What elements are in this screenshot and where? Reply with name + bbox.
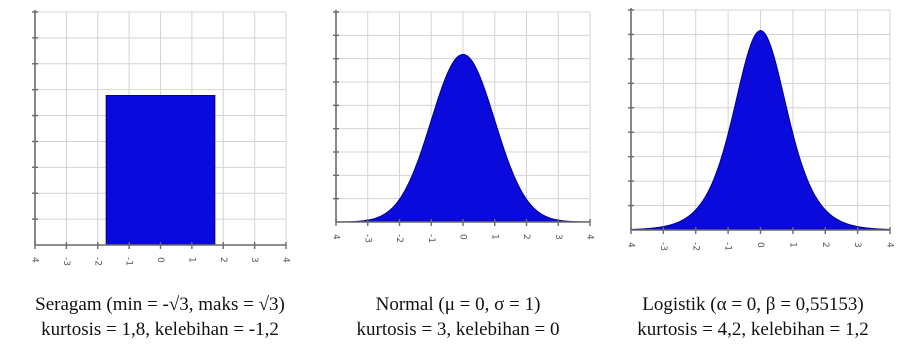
- x-tick-label: 3: [249, 257, 259, 263]
- x-tick-label: 1: [186, 257, 196, 263]
- x-tick-label: 3: [852, 242, 862, 248]
- x-tick-label: -2: [690, 242, 700, 251]
- x-tick-label: -1: [426, 234, 436, 243]
- x-tick-label: 4: [626, 242, 636, 248]
- normal-caption-line1: Normal (μ = 0, σ = 1): [375, 294, 541, 315]
- density-area: [630, 30, 891, 231]
- x-tick-label: 4: [30, 257, 40, 263]
- x-tick-label: 0: [155, 257, 165, 263]
- x-tick-label: -3: [362, 234, 372, 243]
- x-tick-label: 2: [218, 257, 228, 263]
- density-area: [335, 53, 591, 223]
- x-tick-label: -2: [92, 257, 102, 266]
- normal-caption-line2: kurtosis = 3, kelebihan = 0: [356, 319, 560, 340]
- logistic-caption-line2: kurtosis = 4,2, kelebihan = 1,2: [637, 319, 869, 340]
- x-tick-label: -1: [723, 242, 733, 251]
- x-tick-label: 1: [489, 234, 499, 240]
- uniform-chart-panel: 4 -3 -2 -1 0 1 2 3 4 Seragam (min = -√3, maks = …: [0, 0, 320, 350]
- x-tick-label: -2: [394, 234, 404, 243]
- x-tick-label: -3: [61, 257, 71, 266]
- logistic-caption-line1: Logistik (α = 0, β = 0,55153): [642, 294, 864, 315]
- normal-chart-panel: 4 -3 -2 -1 0 1 2 3 4 Normal (μ = 0, σ = 1) kurto…: [308, 0, 608, 350]
- x-tick-label: 2: [820, 242, 830, 248]
- uniform-chart: 4 -3 -2 -1 0 1 2 3 4: [30, 10, 291, 266]
- x-tick-label: 4: [885, 242, 895, 248]
- x-tick-label: 0: [755, 242, 765, 248]
- uniform-caption-line2: kurtosis = 1,8, kelebihan = -1,2: [41, 319, 279, 340]
- logistic-chart-panel: 4 -3 -2 -1 0 1 2 3 4 Logistik (α = 0, β = 0,5515…: [605, 0, 901, 350]
- density-area: [105, 95, 216, 246]
- x-tick-label: 4: [585, 234, 595, 240]
- x-tick-label: 2: [521, 234, 531, 240]
- uniform-caption-line1: Seragam (min = -√3, maks = √3): [35, 294, 285, 315]
- x-tick-label: 0: [458, 234, 468, 240]
- x-tick-label: -1: [124, 257, 134, 266]
- x-tick-label: 1: [787, 242, 797, 248]
- x-tick-label: 4: [331, 234, 341, 240]
- logistic-chart: 4 -3 -2 -1 0 1 2 3 4: [626, 8, 895, 251]
- normal-chart: 4 -3 -2 -1 0 1 2 3 4: [331, 10, 595, 243]
- x-tick-label: -3: [658, 242, 668, 251]
- x-tick-label: 3: [553, 234, 563, 240]
- x-tick-label: 4: [281, 257, 291, 263]
